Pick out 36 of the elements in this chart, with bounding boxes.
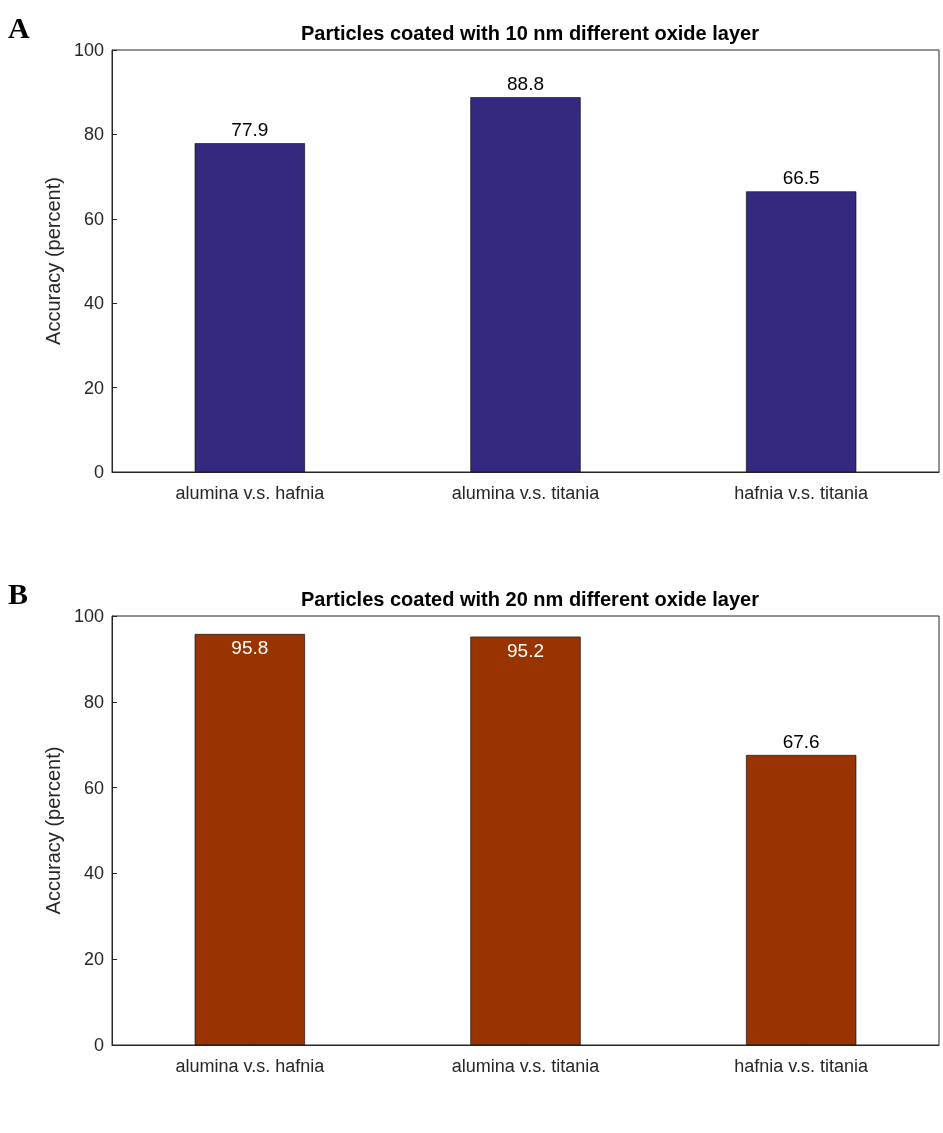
- y-tick-label: 40: [83, 293, 104, 314]
- x-tick-label: hafnia v.s. titania: [734, 483, 870, 503]
- y-tick-label: 80: [83, 691, 104, 712]
- data-label: 77.9: [231, 119, 269, 141]
- x-tick-label: alumina v.s. titania: [451, 483, 601, 503]
- data-label: 67.6: [782, 731, 820, 752]
- bar: [470, 636, 581, 1045]
- y-tick-label: 80: [83, 124, 104, 145]
- y-tick-label: 100: [73, 40, 104, 60]
- chart-title: Particles coated with 10 nm different oxide layer: [301, 22, 760, 44]
- y-tick-label: 20: [83, 377, 104, 398]
- x-tick-label: hafnia v.s. titania: [734, 1056, 870, 1076]
- data-label: 66.5: [782, 167, 820, 189]
- x-tick-label: alumina v.s. titania: [451, 1056, 601, 1076]
- text: A: [8, 10, 30, 44]
- bar: [746, 755, 857, 1045]
- data-label: 88.8: [507, 73, 544, 95]
- data-label: 95.8: [231, 637, 269, 659]
- bar: [194, 143, 305, 472]
- x-tick-label: alumina v.s. hafnia: [175, 1056, 326, 1076]
- chart-title: Particles coated with 20 nm different oxide layer: [301, 588, 760, 610]
- bar: [470, 97, 581, 472]
- text: B: [8, 576, 29, 610]
- y-tick-label: 100: [73, 606, 104, 626]
- y-axis-title: Accuracy (percent): [42, 746, 65, 915]
- y-tick-label: 40: [83, 863, 104, 884]
- y-tick-label: 0: [93, 1035, 104, 1055]
- y-tick-label: 20: [83, 949, 104, 970]
- y-tick-label: 60: [83, 208, 104, 229]
- x-tick-label: alumina v.s. hafnia: [175, 483, 326, 503]
- y-tick-label: 0: [93, 462, 104, 482]
- y-tick-label: 60: [83, 777, 104, 798]
- data-label: 95.2: [507, 639, 544, 661]
- bar: [746, 191, 857, 472]
- bar: [194, 634, 305, 1045]
- y-axis-title: Accuracy (percent): [42, 177, 65, 345]
